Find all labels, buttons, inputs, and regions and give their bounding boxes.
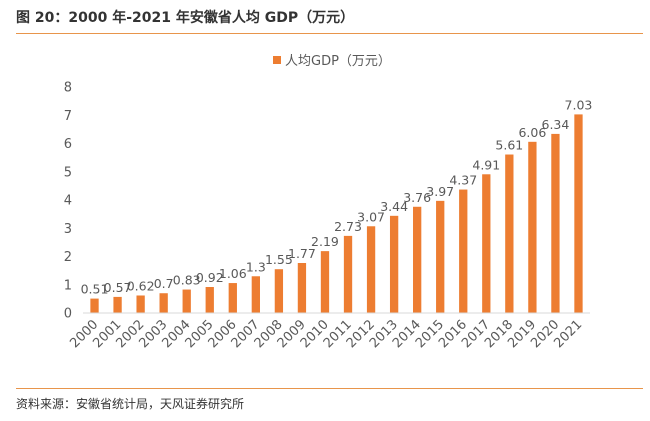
y-tick-label: 2 xyxy=(64,250,72,265)
bar xyxy=(389,215,399,313)
value-labels: 0.510.570.62 0.7 0.830.921.06 1.3 1.551.772.… xyxy=(81,97,593,296)
y-tick-label: 6 xyxy=(64,137,72,152)
data-label: 5.61 xyxy=(495,138,523,153)
y-tick-label: 8 xyxy=(64,81,72,96)
bar xyxy=(297,263,307,313)
bar xyxy=(343,235,353,313)
data-label: 6.06 xyxy=(518,125,546,140)
bar xyxy=(274,269,284,313)
bar xyxy=(528,141,537,313)
bars xyxy=(90,114,583,314)
figure-title: 图 20：2000 年-2021 年安徽省人均 GDP（万元） xyxy=(16,10,355,26)
data-label: 2.19 xyxy=(311,234,339,249)
y-tick-label: 5 xyxy=(64,165,72,180)
legend-label: 人均GDP（万元） xyxy=(285,54,391,69)
x-axis: 2000200120022003200420052006200720082009… xyxy=(67,317,585,351)
bar xyxy=(413,206,422,313)
data-label: 7.03 xyxy=(565,97,593,112)
bar xyxy=(251,276,260,313)
data-label: 0.51 xyxy=(81,282,109,297)
y-tick-label: 4 xyxy=(64,194,72,209)
legend-swatch xyxy=(273,56,281,64)
bar xyxy=(320,251,330,313)
data-label: 0.7 xyxy=(154,276,174,291)
y-tick-label: 3 xyxy=(64,222,72,237)
y-tick-label: 0 xyxy=(64,307,72,322)
y-tick-label: 7 xyxy=(64,109,72,124)
data-label: 0.83 xyxy=(173,273,201,288)
data-label: 0.92 xyxy=(196,270,224,285)
data-label: 1.06 xyxy=(219,266,247,281)
data-label: 2.73 xyxy=(334,219,362,234)
data-label: 6.34 xyxy=(542,117,570,132)
bottom-rule xyxy=(16,388,643,389)
bar xyxy=(574,114,583,314)
data-label: 4.91 xyxy=(472,157,500,172)
data-label: 3.07 xyxy=(357,209,385,224)
bar xyxy=(482,174,491,313)
bar xyxy=(505,154,514,313)
data-label: 0.62 xyxy=(127,278,155,293)
bar xyxy=(366,226,376,313)
data-label: 3.97 xyxy=(426,184,454,199)
data-label: 1.3 xyxy=(246,259,266,274)
bar xyxy=(551,133,560,313)
data-label: 0.57 xyxy=(104,280,132,295)
bar xyxy=(205,287,214,313)
y-axis: 0 1 2 3 4 5 6 7 8 xyxy=(64,81,72,322)
data-label: 1.55 xyxy=(265,252,293,267)
bar xyxy=(182,289,191,313)
data-label: 3.44 xyxy=(380,199,408,214)
bar xyxy=(228,283,237,313)
bar xyxy=(459,189,468,313)
bar xyxy=(113,296,122,313)
top-rule xyxy=(16,33,643,34)
data-label: 3.76 xyxy=(403,190,431,205)
y-tick-label: 1 xyxy=(64,278,72,293)
bar xyxy=(436,200,445,313)
chart-legend: 人均GDP（万元） xyxy=(273,54,391,69)
source-note: 资料来源：安徽省统计局，天风证券研究所 xyxy=(16,397,245,411)
bar xyxy=(136,295,145,313)
bar xyxy=(159,293,168,313)
data-label: 1.77 xyxy=(288,246,316,261)
bar xyxy=(90,298,99,313)
data-label: 4.37 xyxy=(449,173,477,188)
